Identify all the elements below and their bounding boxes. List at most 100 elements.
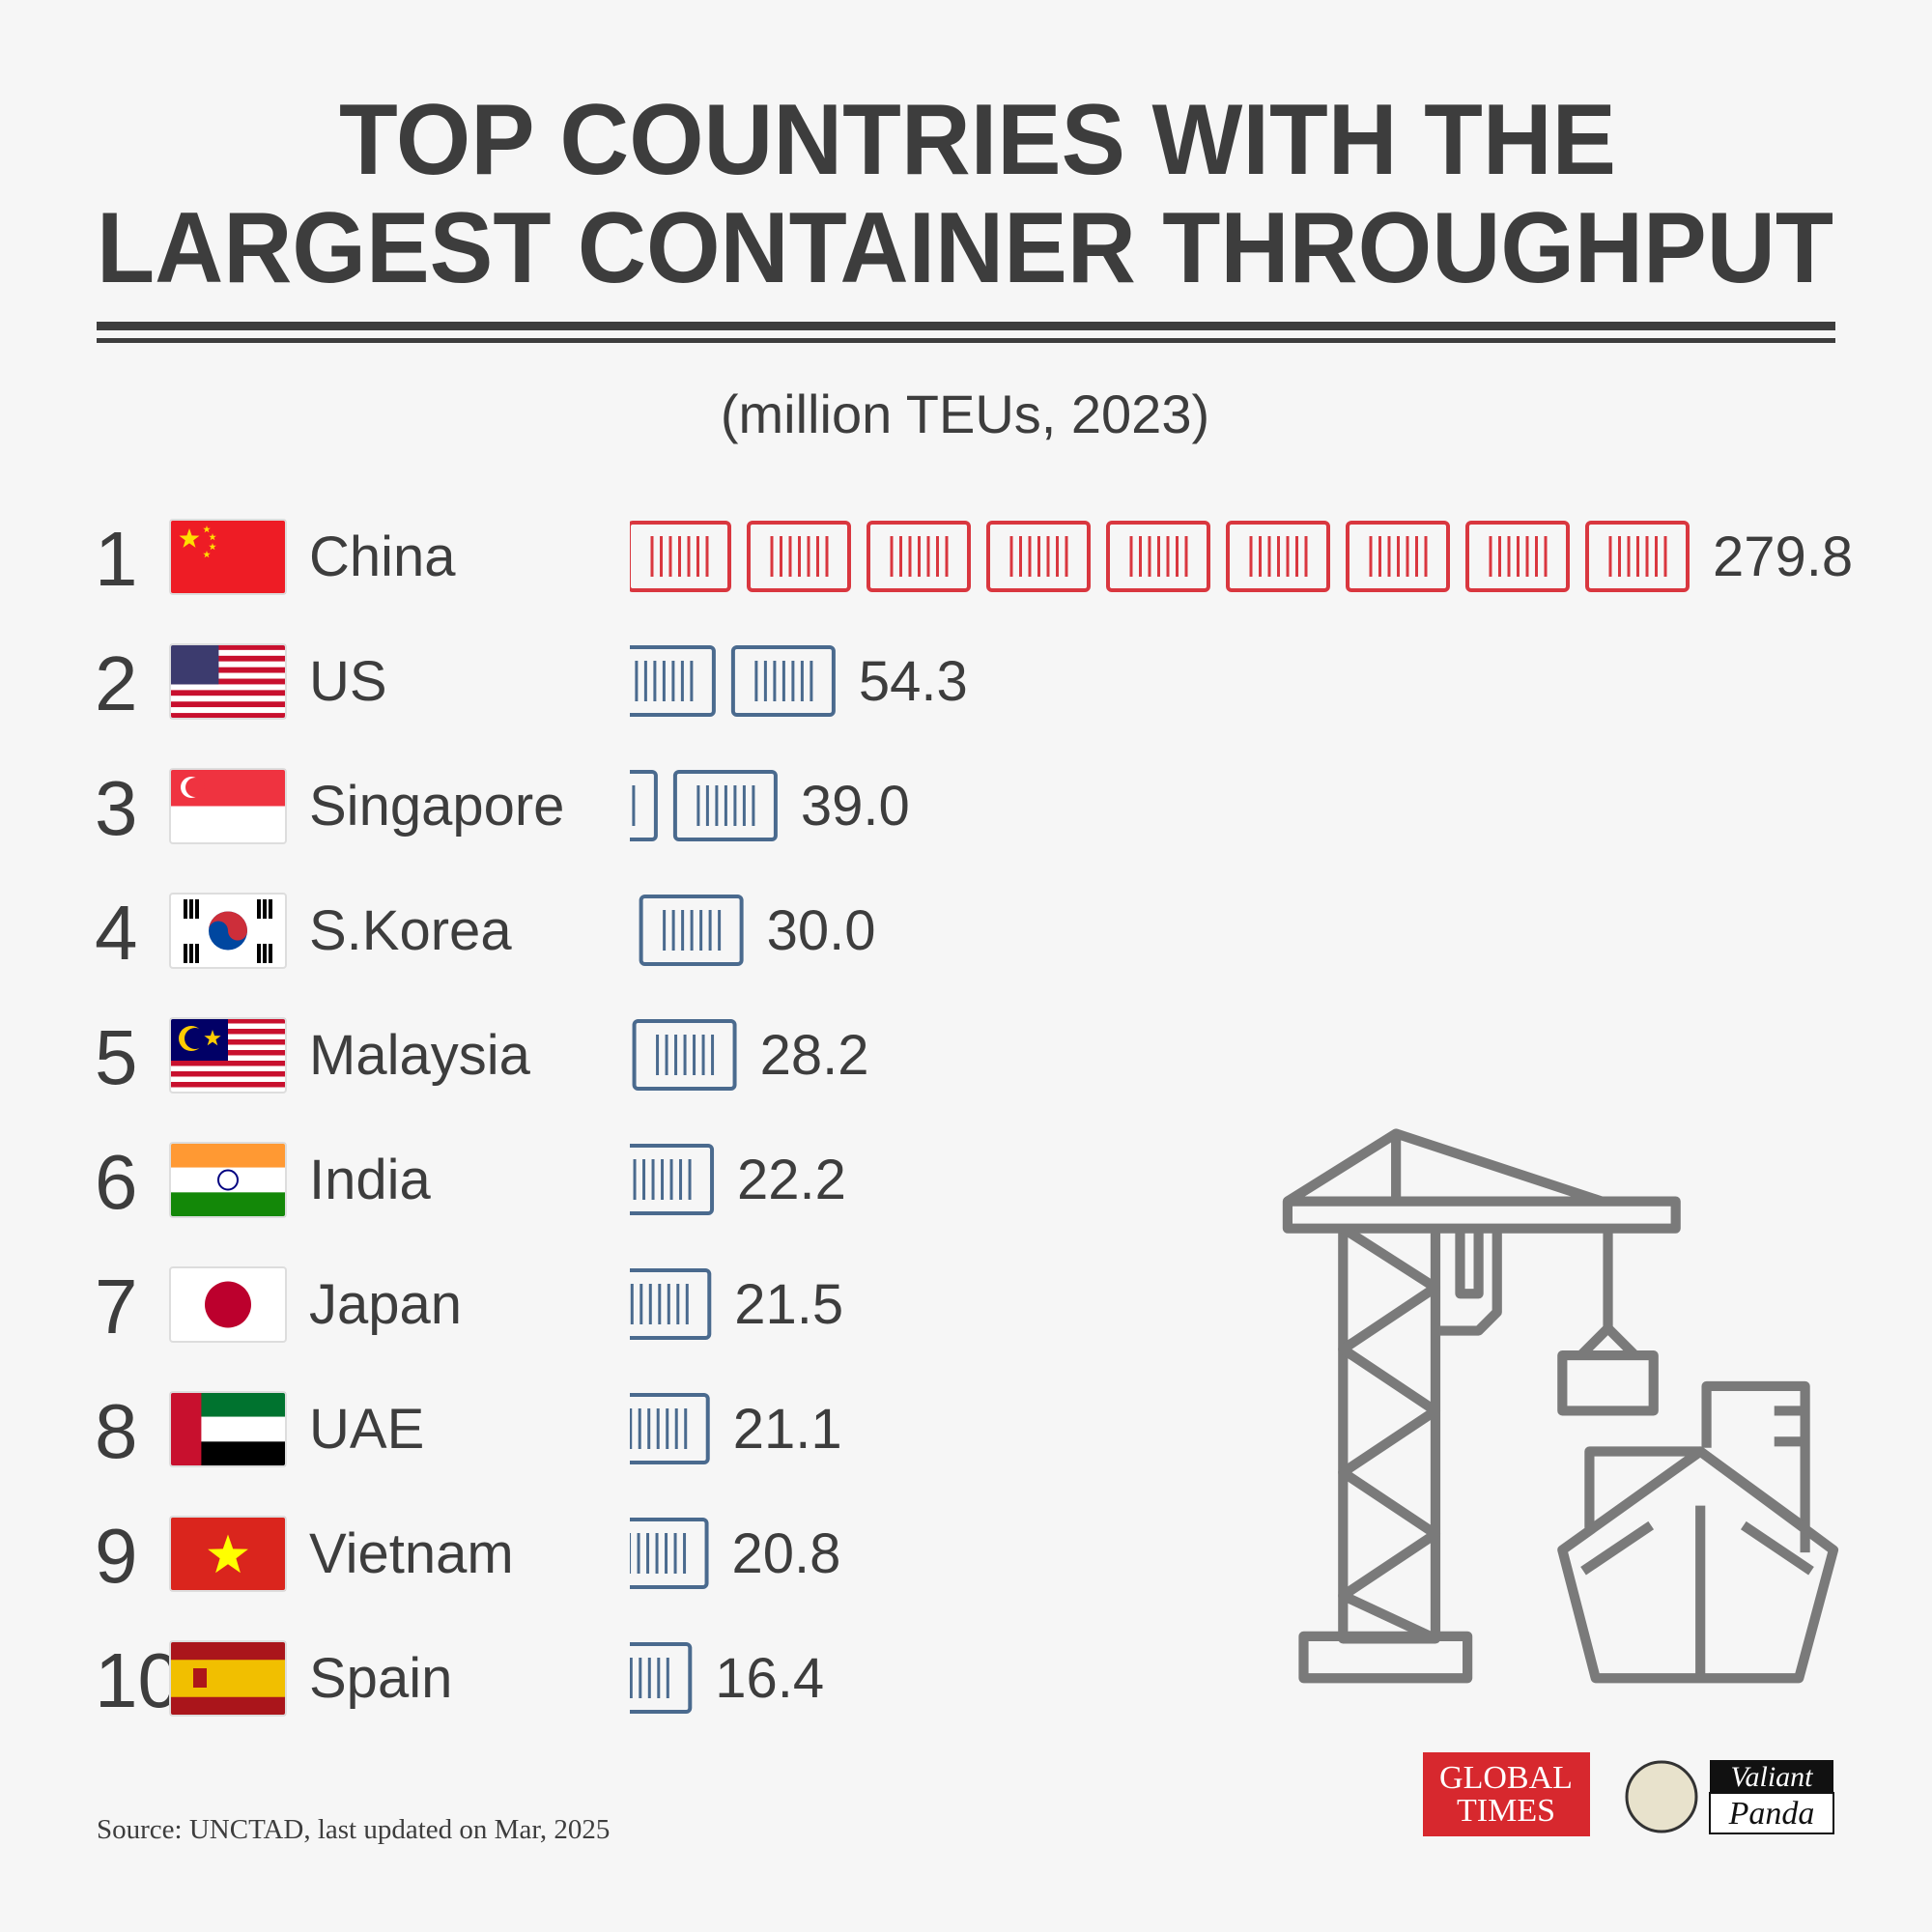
flag-star xyxy=(209,533,216,541)
category-label: Malaysia xyxy=(309,1024,531,1087)
category-label: US xyxy=(309,650,387,713)
chart-subtitle: (million TEUs, 2023) xyxy=(721,384,1209,444)
container-icon xyxy=(630,521,731,592)
flag-part xyxy=(170,655,286,662)
flag-part xyxy=(257,944,261,963)
flag-part xyxy=(185,778,205,797)
value-label: 20.8 xyxy=(732,1522,841,1585)
title-rule xyxy=(97,338,1835,343)
flag-part xyxy=(205,1281,251,1328)
flag-part xyxy=(170,1071,286,1077)
container-icon xyxy=(747,521,851,592)
flag xyxy=(169,1640,287,1717)
container-icon xyxy=(639,895,744,966)
chart-title: TOP COUNTRIES WITH THE xyxy=(339,84,1616,196)
panda-logo xyxy=(1710,1760,1833,1793)
container-icon xyxy=(630,1268,712,1340)
flag-part xyxy=(170,649,286,656)
flag-part xyxy=(170,1192,286,1217)
flag-part xyxy=(170,1061,286,1066)
flag-part xyxy=(170,661,286,668)
panda-logo xyxy=(1709,1792,1834,1834)
flag-part xyxy=(170,1660,286,1697)
rank: 8 xyxy=(95,1388,138,1474)
flag-part xyxy=(170,1392,202,1466)
flag-part xyxy=(185,1028,206,1049)
global-times-logo xyxy=(1423,1752,1590,1836)
flag-part xyxy=(193,1668,207,1688)
value-label: 21.1 xyxy=(733,1398,842,1461)
category-label: China xyxy=(309,526,456,588)
container-icon xyxy=(986,521,1091,592)
value-label: 28.2 xyxy=(760,1024,869,1087)
bar xyxy=(630,1268,712,1340)
flag-border xyxy=(169,1391,287,1467)
flag-part xyxy=(170,644,219,685)
value-label: 39.0 xyxy=(801,775,910,838)
rank: 2 xyxy=(95,640,138,726)
logo-text: TIMES xyxy=(1457,1793,1555,1829)
flag xyxy=(169,1266,287,1343)
rank: 4 xyxy=(95,890,138,976)
container-icon xyxy=(630,1144,715,1215)
title-rule xyxy=(97,322,1835,330)
flag-part xyxy=(263,944,267,963)
category-label: Vietnam xyxy=(309,1522,514,1585)
flag-border xyxy=(169,1516,287,1592)
flag xyxy=(169,519,287,595)
flag xyxy=(169,1516,287,1592)
flag-border xyxy=(169,768,287,844)
container-icon xyxy=(1465,521,1570,592)
category-label: UAE xyxy=(309,1398,424,1461)
flag-border xyxy=(169,519,287,595)
rank: 6 xyxy=(95,1139,138,1225)
flag-part xyxy=(170,713,286,719)
flag-part xyxy=(170,707,286,714)
chart-title: LARGEST CONTAINER THROUGHPUT xyxy=(97,192,1833,304)
flag-part xyxy=(170,701,286,708)
value-label: 30.0 xyxy=(767,899,876,962)
flag-part xyxy=(170,1143,286,1168)
flag-part xyxy=(170,1082,286,1088)
rank: 9 xyxy=(95,1513,138,1599)
container-icon xyxy=(630,1518,709,1589)
category-label: S.Korea xyxy=(309,899,512,962)
flag xyxy=(169,768,287,844)
bar xyxy=(630,645,836,717)
flag-part xyxy=(170,690,286,696)
logo-text: GLOBAL xyxy=(1439,1760,1573,1796)
flag-part xyxy=(170,806,286,843)
container-icon xyxy=(632,1019,737,1091)
container-icon xyxy=(630,770,658,841)
rank: 3 xyxy=(95,765,138,851)
flag-part xyxy=(269,944,272,963)
container-icon xyxy=(1585,521,1690,592)
flag-border xyxy=(169,1640,287,1717)
flag-part xyxy=(170,1065,286,1071)
bar xyxy=(632,1019,737,1091)
rank: 7 xyxy=(95,1264,138,1350)
flag-part xyxy=(195,944,199,963)
flag xyxy=(169,1391,287,1467)
category-label: Japan xyxy=(309,1273,462,1336)
flag-part xyxy=(170,644,286,650)
bar xyxy=(630,521,1690,592)
flag xyxy=(169,1142,287,1218)
container-icon xyxy=(630,645,716,717)
rows: 1 China 279.8 2 US 54.3 3 Singapore 39.0 4 S.Korea… xyxy=(95,516,1853,1723)
flag-border xyxy=(169,643,287,720)
rank: 10 xyxy=(95,1637,181,1723)
flag-star xyxy=(179,528,200,548)
flag-part xyxy=(269,899,272,919)
container-icon xyxy=(1226,521,1330,592)
flag-border xyxy=(169,1017,287,1094)
category-label: Spain xyxy=(309,1647,452,1710)
flag-star xyxy=(204,1030,221,1046)
flag xyxy=(169,893,287,969)
flag xyxy=(169,643,287,720)
bar xyxy=(639,895,744,966)
flag-part xyxy=(170,678,286,685)
value-label: 21.5 xyxy=(734,1273,843,1336)
flag-border xyxy=(169,1142,287,1218)
